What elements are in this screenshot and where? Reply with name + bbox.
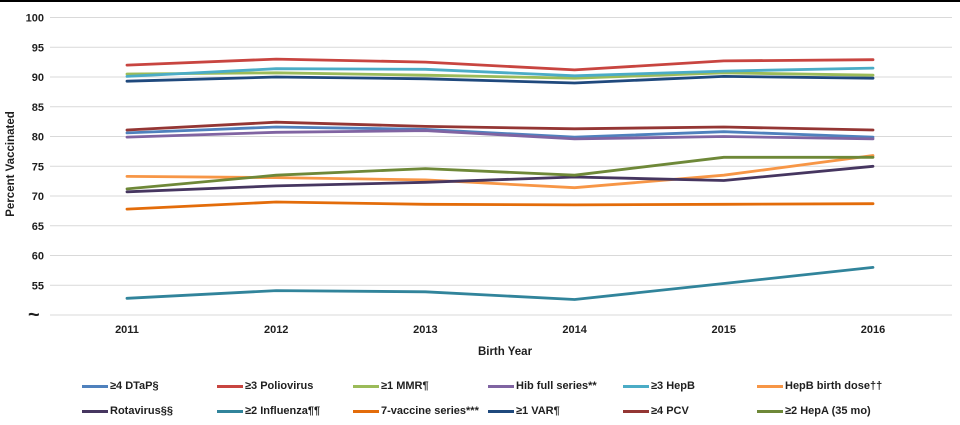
legend-swatch-pcv: [623, 409, 649, 413]
y-tick-label: 75: [32, 161, 44, 173]
legend-swatch-influenza: [217, 409, 243, 413]
legend-label-poliovirus: ≥3 Poliovirus: [245, 380, 314, 392]
legend-label-rotavirus: Rotavirus§§: [110, 405, 173, 417]
y-tick-label: 90: [32, 72, 44, 84]
series-line-var: [125, 75, 875, 85]
series-line-poliovirus: [125, 57, 875, 72]
legend-label-mmr: ≥1 MMR¶: [381, 380, 429, 392]
series-line-dtap: [125, 125, 875, 139]
legend-item-dtap: ≥4 DTaP§: [82, 380, 159, 392]
legend-swatch-hepa: [757, 409, 783, 413]
legend-label-var: ≥1 VAR¶: [516, 405, 560, 417]
legend-label-hepb3: ≥3 HepB: [651, 380, 695, 392]
legend-label-seven-vaccine: 7-vaccine series***: [381, 405, 479, 417]
x-tick-label: 2015: [712, 324, 736, 336]
legend-item-hepb-birth: HepB birth dose††: [757, 380, 882, 392]
legend-swatch-poliovirus: [217, 384, 243, 388]
x-tick-label: 2012: [264, 324, 288, 336]
y-tick-label: 60: [32, 251, 44, 263]
y-tick-label: 80: [32, 132, 44, 144]
legend-item-hib: Hib full series**: [488, 380, 597, 392]
series-line-hib: [125, 129, 875, 141]
legend-swatch-var: [488, 409, 514, 413]
legend-item-pcv: ≥4 PCV: [623, 405, 689, 417]
x-tick-label: 2011: [115, 324, 139, 336]
legend-label-hib: Hib full series**: [516, 380, 597, 392]
legend-item-var: ≥1 VAR¶: [488, 405, 560, 417]
x-axis-title: Birth Year: [478, 346, 533, 358]
y-tick-label: 65: [32, 221, 44, 233]
y-axis-break-symbol: ~: [28, 304, 40, 326]
y-tick-label: 100: [26, 13, 44, 25]
legend-item-seven-vaccine: 7-vaccine series***: [353, 405, 479, 417]
legend-item-mmr: ≥1 MMR¶: [353, 380, 429, 392]
legend-item-influenza: ≥2 Influenza¶¶: [217, 405, 320, 417]
series-line-influenza: [125, 265, 875, 301]
y-tick-label: 85: [32, 102, 44, 114]
y-axis-title: Percent Vaccinated: [5, 111, 17, 216]
series-line-hepa: [125, 155, 875, 191]
legend-label-dtap: ≥4 DTaP§: [110, 380, 159, 392]
legend-label-influenza: ≥2 Influenza¶¶: [245, 405, 321, 417]
x-tick-label: 2016: [861, 324, 885, 336]
legend-label-hepa: ≥2 HepA (35 mo): [785, 405, 871, 417]
legend-item-poliovirus: ≥3 Poliovirus: [217, 380, 313, 392]
legend-swatch-rotavirus: [82, 409, 108, 413]
legend-label-hepb-birth: HepB birth dose††: [785, 380, 883, 392]
legend-swatch-seven-vaccine: [353, 409, 379, 413]
x-tick-label: 2013: [413, 324, 437, 336]
legend-item-rotavirus: Rotavirus§§: [82, 405, 173, 417]
legend-swatch-hepb-birth: [757, 384, 783, 388]
series-line-seven-vaccine: [125, 200, 875, 211]
series-line-mmr: [125, 71, 875, 80]
legend-label-pcv: ≥4 PCV: [651, 405, 689, 417]
series-line-hepb3: [125, 66, 875, 78]
legend-swatch-hib: [488, 384, 514, 388]
legend-swatch-dtap: [82, 384, 108, 388]
legend-item-hepa: ≥2 HepA (35 mo): [757, 405, 871, 417]
series-line-pcv: [125, 120, 875, 132]
y-tick-label: 70: [32, 191, 44, 203]
x-tick-label: 2014: [562, 324, 587, 336]
legend-swatch-hepb3: [623, 384, 649, 388]
plot-area: Percent Vaccinated Birth Year ~ 100 95 90 8…: [5, 13, 952, 358]
legend-item-hepb3: ≥3 HepB: [623, 380, 695, 392]
legend-swatch-mmr: [353, 384, 379, 388]
chart-legend: ≥4 DTaP§ ≥3 Poliovirus ≥1 MMR¶ Hib full ser…: [0, 372, 960, 425]
y-tick-label: 95: [32, 42, 44, 54]
y-tick-label: 55: [32, 280, 44, 292]
series-line-rotavirus: [125, 164, 875, 194]
